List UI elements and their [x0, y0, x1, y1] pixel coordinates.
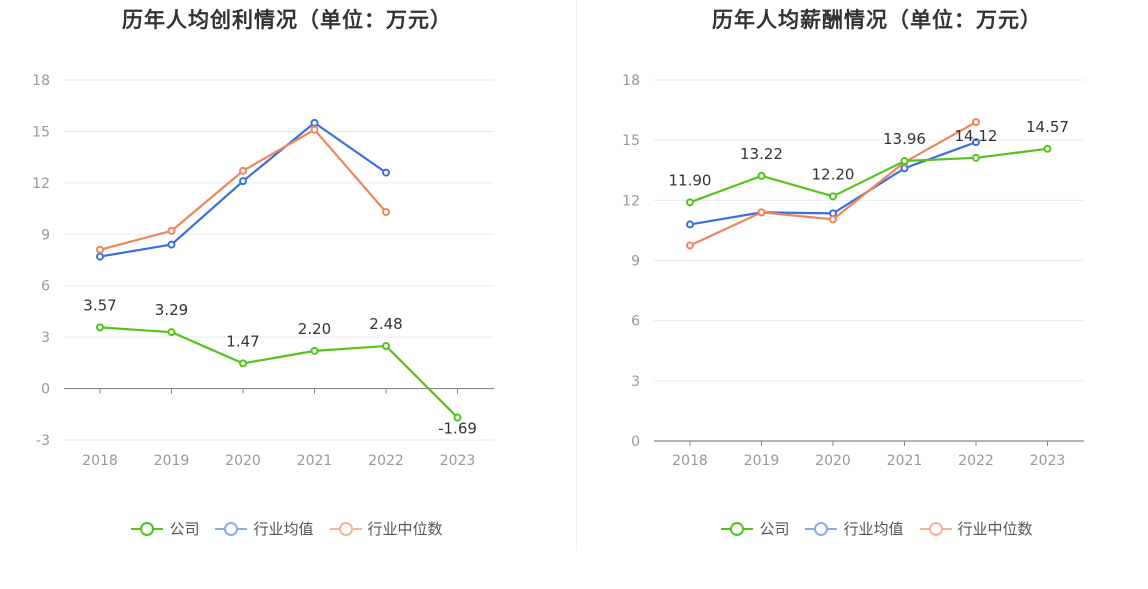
data-label: 13.22 [740, 145, 783, 163]
x-tick-label: 2018 [672, 453, 708, 469]
series-line-2 [99, 128, 387, 251]
y-tick-label: 15 [32, 124, 50, 140]
legend-industry-median-icon [329, 521, 362, 537]
x-tick-label: 2023 [440, 453, 476, 469]
series-point-0 [382, 342, 390, 351]
legend-label: 公司 [759, 520, 790, 538]
chart-title: 历年人均创利情况（单位：万元） [122, 8, 452, 32]
legend-item-company[interactable]: 公司 [721, 518, 789, 539]
series-point-2 [757, 208, 766, 217]
series-point-0 [829, 192, 837, 201]
series-point-0 [239, 359, 247, 368]
series-point-2 [686, 241, 694, 250]
y-tick-label: 6 [631, 314, 640, 330]
legend-company-icon [721, 521, 754, 537]
data-label: 12.20 [812, 165, 855, 183]
x-tick-label: 2023 [1030, 453, 1066, 469]
series-point-1 [239, 177, 247, 186]
legend-item-company[interactable]: 公司 [131, 518, 199, 539]
legend-industry-median-icon [919, 521, 952, 537]
series-point-0 [453, 413, 462, 422]
y-tick-label: 6 [41, 279, 50, 295]
legend-label: 行业均值 [843, 520, 904, 538]
series-point-1 [972, 138, 980, 147]
data-label: 14.12 [955, 127, 998, 145]
data-label: 13.96 [883, 130, 926, 148]
x-tick-label: 2022 [958, 453, 994, 469]
y-tick-label: 9 [631, 254, 640, 270]
series-point-1 [96, 252, 104, 261]
series-point-2 [829, 215, 837, 224]
series-point-0 [757, 171, 766, 180]
y-tick-label: 3 [631, 374, 640, 390]
series-point-2 [382, 208, 390, 216]
x-tick-label: 2020 [225, 453, 261, 469]
legend-label: 公司 [169, 520, 200, 538]
x-tick-label: 2021 [297, 453, 333, 469]
legend-item-industry-avg[interactable]: 行业均值 [805, 518, 904, 539]
legend-item-industry-median[interactable]: 行业中位数 [329, 518, 443, 539]
series-line-1 [99, 121, 387, 258]
profit-line-chart: -3 0 3 6 9 12 15 18 2018 2019 2020 2021 2022 2023 3.57… [32, 73, 494, 469]
y-tick-label: 9 [41, 227, 50, 243]
series-point-0 [167, 328, 176, 337]
x-tick-label: 2021 [887, 453, 923, 469]
data-label: 3.57 [83, 296, 116, 314]
series-point-1 [382, 168, 390, 177]
x-tick-label: 2018 [82, 453, 118, 469]
legend-label: 行业中位数 [957, 520, 1033, 538]
data-label: 2.20 [298, 320, 331, 338]
series-point-1 [167, 240, 176, 249]
data-label: 11.90 [669, 171, 712, 189]
series-point-2 [239, 166, 247, 175]
legend-label: 行业中位数 [367, 520, 443, 538]
series-point-0 [686, 198, 694, 207]
x-tick-label: 2022 [368, 453, 404, 469]
series-point-1 [686, 220, 694, 229]
x-tick-label: 2019 [154, 453, 190, 469]
y-tick-label: 12 [622, 193, 640, 209]
x-tick-label: 2019 [744, 453, 780, 469]
data-label: 3.29 [155, 301, 188, 319]
series-point-2 [96, 245, 104, 254]
y-tick-label: 0 [631, 434, 640, 450]
series-line-0 [99, 326, 459, 419]
x-tick-label: 2020 [815, 453, 851, 469]
y-tick-label: 0 [41, 382, 50, 398]
profit-chart-panel: 历年人均创利情况（单位：万元） -3 0 3 6 9 12 15 18 2018 2019 2020… [0, 8, 574, 539]
legend-company-icon [131, 521, 164, 537]
series-point-2 [972, 118, 980, 127]
legend-item-industry-avg[interactable]: 行业均值 [215, 518, 314, 539]
data-label: -1.69 [438, 420, 477, 438]
series-point-0 [972, 153, 980, 162]
legend-label: 行业均值 [253, 520, 314, 538]
panel-divider [576, 0, 577, 550]
series-point-0 [900, 157, 909, 166]
legend-industry-avg-icon [805, 521, 838, 537]
data-label: 1.47 [226, 332, 259, 350]
series-point-0 [96, 323, 104, 332]
series-line-0 [689, 147, 1048, 204]
y-tick-label: -3 [36, 433, 50, 449]
chart-title: 历年人均薪酬情况（单位：万元） [712, 8, 1042, 32]
series-point-1 [310, 118, 319, 127]
data-label: 14.57 [1026, 118, 1069, 136]
y-tick-label: 12 [32, 176, 50, 192]
y-tick-label: 18 [622, 73, 640, 89]
series-point-0 [1043, 144, 1052, 153]
y-tick-label: 3 [41, 330, 50, 346]
series-point-2 [167, 226, 176, 235]
legend: 公司 行业均值 行业中位数 [0, 518, 574, 539]
legend: 公司 行业均值 行业中位数 [590, 518, 1148, 539]
y-tick-label: 18 [32, 73, 50, 89]
salary-chart-panel: 历年人均薪酬情况（单位：万元） 0 3 6 9 12 15 18 2018 2019 2020 20… [590, 0, 1148, 589]
legend-item-industry-median[interactable]: 行业中位数 [919, 518, 1033, 539]
series-point-2 [310, 125, 319, 134]
y-tick-label: 15 [622, 133, 640, 149]
series-point-0 [310, 346, 319, 355]
salary-line-chart: 0 3 6 9 12 15 18 2018 2019 2020 2021 2022 2023 11.90 1… [622, 73, 1084, 469]
data-label: 2.48 [369, 315, 402, 333]
legend-industry-avg-icon [215, 521, 248, 537]
